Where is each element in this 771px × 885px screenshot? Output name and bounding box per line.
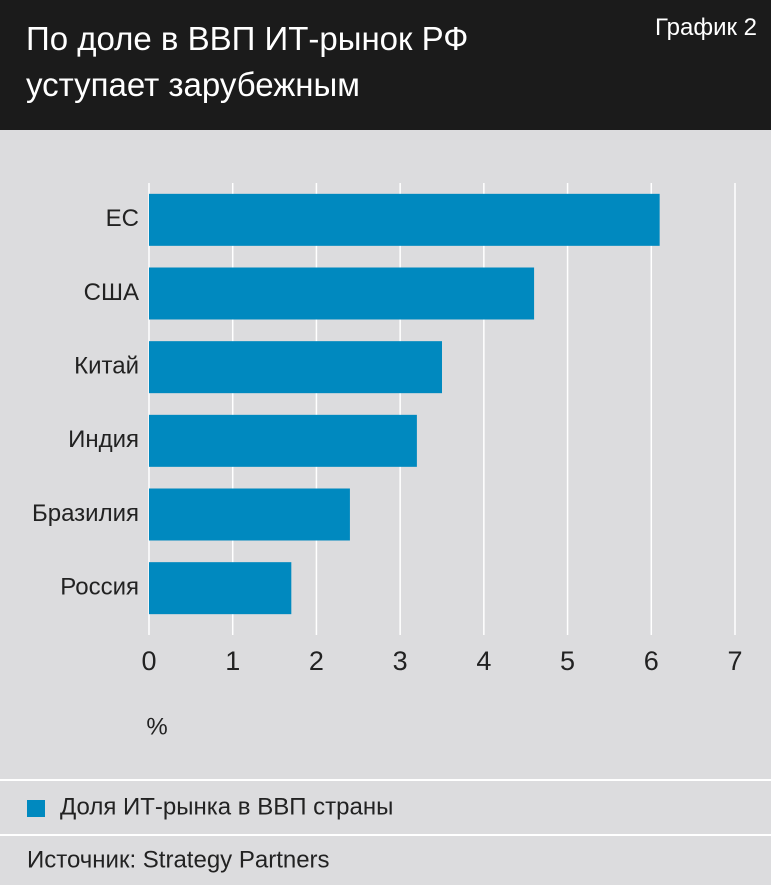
- y-tick-label: США: [84, 279, 139, 306]
- y-tick-label: ЕС: [106, 205, 139, 232]
- x-axis-label: %: [146, 713, 167, 740]
- bar: [149, 488, 350, 541]
- y-tick-label: Индия: [68, 426, 139, 453]
- y-tick-label: Бразилия: [32, 500, 139, 527]
- x-tick-label: 1: [225, 646, 240, 676]
- x-tick-label: 5: [560, 646, 575, 676]
- y-tick-label: Китай: [74, 353, 139, 380]
- x-tick-label: 7: [727, 646, 742, 676]
- bar: [149, 562, 292, 615]
- chart-title: По доле в ВВП ИТ-рынок РФ уступает заруб…: [26, 20, 469, 103]
- chart-label: График 2: [654, 14, 757, 41]
- chart: % Доля ИТ-рынка в ВВП страны Источник: S…: [0, 183, 771, 873]
- bar: [149, 267, 535, 320]
- x-tick-label: 3: [393, 646, 408, 676]
- legend-label: Доля ИТ-рынка в ВВП страны: [60, 793, 393, 820]
- bar: [149, 341, 442, 394]
- header: По доле в ВВП ИТ-рынок РФ уступает заруб…: [0, 0, 771, 130]
- source: Источник: Strategy Partners: [27, 846, 330, 873]
- x-tick-label: 4: [476, 646, 491, 676]
- y-tick-label: Россия: [60, 574, 139, 601]
- bar: [149, 414, 417, 467]
- legend-swatch: [27, 800, 45, 817]
- bar: [149, 193, 660, 246]
- x-tick-label: 2: [309, 646, 324, 676]
- x-tick-label: 0: [141, 646, 156, 676]
- x-tick-label: 6: [644, 646, 659, 676]
